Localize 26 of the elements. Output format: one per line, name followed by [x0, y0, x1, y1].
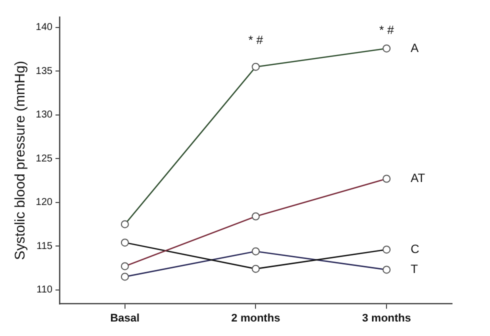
point — [252, 62, 260, 71]
y-tick-label: 120 — [36, 197, 53, 208]
series-label: C — [410, 242, 420, 256]
y-tick-label: 115 — [36, 240, 53, 252]
annotation: * # — [379, 22, 394, 37]
x-tick-label: 2 months — [231, 312, 280, 324]
y-tick-label: 110 — [36, 284, 53, 296]
y-tick-label: 130 — [36, 110, 53, 121]
x-tick-label: Basal — [110, 312, 140, 324]
series-label: T — [410, 262, 419, 276]
point — [252, 247, 260, 256]
point — [120, 220, 129, 228]
x-tick-label: 3 months — [362, 312, 412, 324]
point — [120, 262, 129, 270]
annotation: * # — [248, 33, 264, 48]
y-tick-label: 135 — [36, 66, 53, 77]
y-tick-label: 140 — [36, 22, 53, 34]
series-label: AT — [410, 171, 426, 186]
point — [382, 174, 391, 183]
point — [252, 212, 260, 220]
y-tick-label: 125 — [36, 153, 53, 164]
point — [382, 44, 391, 52]
point — [382, 266, 391, 274]
series-label: A — [410, 40, 419, 55]
point — [120, 272, 129, 281]
y-axis-title: Systolic blood pressure (mmHg) — [11, 60, 28, 260]
